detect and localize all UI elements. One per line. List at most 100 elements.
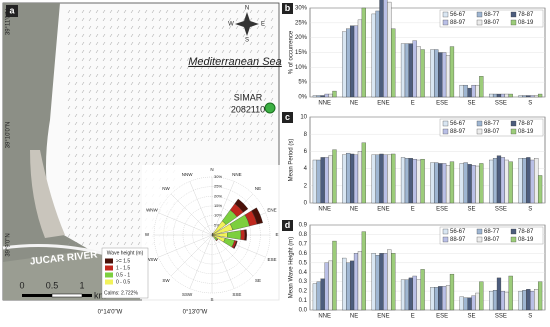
bar (346, 152, 351, 204)
bar (508, 161, 513, 204)
wave-arrow (249, 33, 253, 38)
wave-arrow (221, 65, 225, 70)
wave-arrow (144, 129, 148, 134)
bar (492, 158, 498, 204)
wave-arrow (88, 153, 92, 158)
wave-arrow (186, 97, 190, 102)
rose-ring-label: 20% (214, 193, 222, 198)
wave-arrow (130, 57, 134, 62)
bar (371, 13, 376, 98)
wave-arrow (242, 17, 246, 22)
wave-arrow (137, 217, 141, 222)
wave-arrow (228, 49, 232, 54)
y-tick-label: 4 (304, 166, 308, 172)
wave-arrow (179, 137, 183, 142)
wave-arrow (228, 33, 232, 38)
legend-label: 08-19 (518, 237, 534, 243)
wave-arrow (81, 65, 85, 70)
wave-arrow (81, 113, 85, 118)
wave-arrow (263, 129, 267, 134)
wave-arrow (151, 25, 155, 30)
wave-arrow (102, 113, 106, 118)
rose-direction: ESE (268, 257, 277, 262)
wave-arrow (88, 201, 92, 206)
wave-arrow (214, 65, 218, 70)
wave-arrow (193, 65, 197, 70)
bar (357, 19, 363, 98)
bar (500, 157, 506, 204)
legend-label: 78-87 (518, 229, 534, 235)
wave-arrow (116, 105, 120, 110)
wave-arrow (81, 137, 85, 142)
wave-arrow (81, 129, 85, 134)
wave-arrow (74, 193, 78, 198)
bar (361, 142, 366, 204)
wave-arrow (221, 49, 225, 54)
wave-arrow (137, 105, 141, 110)
wave-arrow (130, 49, 134, 54)
wave-arrow (74, 33, 78, 38)
rose-direction: NNE (232, 172, 242, 177)
bar (320, 278, 325, 311)
bar (324, 262, 329, 311)
bar (537, 93, 543, 98)
wave-arrow (207, 9, 211, 14)
wave-arrow (270, 81, 274, 86)
y-axis-label: Mean Period (s) (289, 139, 295, 182)
wave-arrow (221, 81, 225, 86)
wave-arrow (74, 73, 78, 78)
wave-arrow (221, 137, 225, 142)
wave-arrow (74, 177, 78, 182)
bar (353, 253, 359, 311)
bar (471, 84, 476, 98)
bar (400, 157, 406, 204)
bar (312, 283, 318, 311)
bar (508, 93, 513, 98)
x-tick-label: ESE (436, 207, 448, 213)
wave-arrow (123, 9, 127, 14)
wave-arrow (102, 65, 106, 70)
rose-ring-label: 10% (214, 213, 222, 218)
bar (459, 163, 464, 204)
wave-arrow (95, 129, 99, 134)
wave-arrow (116, 241, 120, 246)
wave-arrow (186, 73, 190, 78)
wave-arrow (249, 97, 253, 102)
wave-arrow (242, 137, 246, 142)
bar (534, 289, 539, 311)
bar (459, 84, 464, 98)
wave-arrow (67, 209, 71, 214)
wave-arrow (88, 25, 92, 30)
rose-ring-label: 25% (214, 184, 222, 189)
bar (412, 275, 417, 311)
wave-arrow (102, 201, 106, 206)
bar (463, 297, 468, 311)
wave-arrow (172, 33, 176, 38)
wave-arrow (109, 185, 113, 190)
wave-arrow (95, 185, 99, 190)
wave-arrow (263, 137, 267, 142)
wave-arrow (214, 41, 218, 46)
wave-arrow (270, 17, 274, 22)
y-tick-label: 0.9 (299, 223, 308, 229)
bar (328, 260, 333, 311)
panel-label: a (9, 5, 15, 15)
wave-arrow (165, 17, 169, 22)
wave-arrow (88, 73, 92, 78)
wave-arrow (228, 121, 232, 126)
wave-arrow (214, 113, 218, 118)
rose-direction: SSW (182, 292, 193, 297)
x-tick-label: NNE (318, 101, 331, 107)
legend-swatch (510, 120, 517, 127)
wave-arrow (130, 105, 134, 110)
bar (342, 257, 347, 311)
wave-arrow (193, 105, 197, 110)
wave-arrow (74, 225, 78, 230)
wave-arrow (67, 9, 71, 14)
wave-arrow (221, 73, 225, 78)
wave-arrow (207, 129, 211, 134)
wave-arrow (165, 129, 169, 134)
wave-arrow (74, 113, 78, 118)
wave-arrow (179, 113, 183, 118)
rose-legend-label: 0.5 - 1 (116, 272, 130, 278)
